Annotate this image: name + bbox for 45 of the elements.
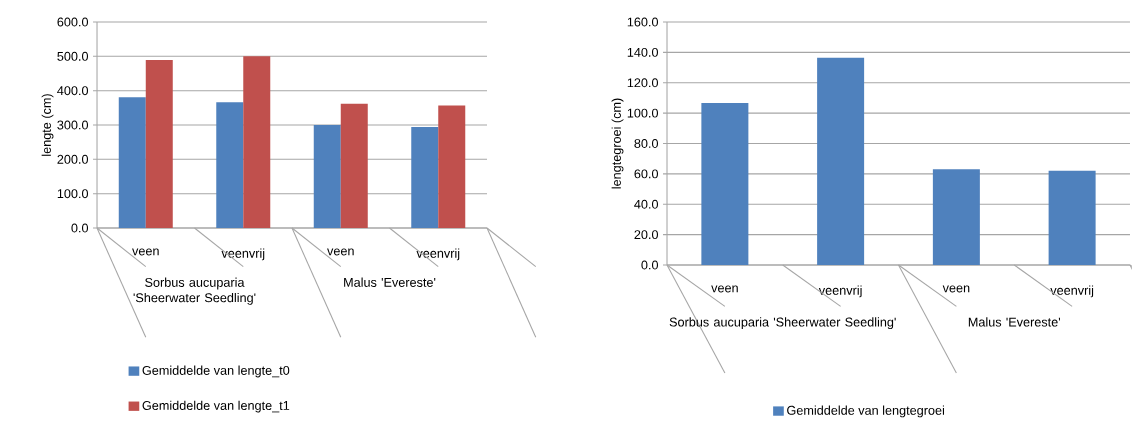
x-tick-label: veenvrij	[221, 248, 265, 261]
bar	[340, 103, 368, 228]
x-tick-label: veenvrij	[818, 285, 862, 298]
bar	[243, 56, 271, 228]
y-axis-title: lengtegroei (cm)	[611, 98, 624, 189]
y-tick-label: 100.0	[57, 189, 89, 199]
y-axis-title: lengte (cm)	[41, 94, 54, 156]
x-tick-label: veen	[942, 285, 970, 293]
bar	[145, 60, 173, 228]
y-tick-label: 100.0	[627, 108, 659, 118]
legend-label: Gemiddelde van lengtegroei	[787, 405, 944, 418]
text: Malus 'Evereste'	[344, 277, 436, 287]
y-tick-label: 400.0	[57, 86, 89, 96]
text: Sorbus aucuparia 'Sheerwater Seedling'	[669, 317, 896, 330]
bar	[817, 57, 865, 265]
y-tick-label: 500.0	[57, 51, 89, 61]
bar	[118, 97, 146, 228]
bar	[932, 169, 980, 265]
y-tick-label: 0.0	[71, 223, 89, 233]
y-tick-label: 160.0	[627, 17, 659, 27]
y-tick-label: 600.0	[57, 17, 89, 27]
bar	[313, 125, 341, 228]
x-tick-label: veen	[132, 248, 159, 256]
y-tick-label: 40.0	[634, 199, 659, 209]
legend-label: Gemiddelde van lengte_t1	[142, 400, 290, 413]
text: Sorbus aucuparia 'Sheerwater Seedling'	[133, 277, 256, 305]
y-tick-label: 140.0	[627, 47, 659, 57]
legend-label: Gemiddelde van lengte_t0	[142, 365, 290, 378]
bar	[216, 102, 244, 228]
bar	[438, 105, 466, 228]
y-tick-label: 0.0	[641, 260, 659, 270]
y-tick-label: 300.0	[57, 120, 89, 130]
bar	[1048, 170, 1096, 265]
bar	[411, 127, 439, 228]
bar	[701, 103, 749, 265]
x-tick-label: veen	[327, 248, 354, 256]
y-tick-label: 200.0	[57, 154, 89, 164]
x-tick-label: veen	[711, 285, 738, 293]
x-tick-label: veenvrij	[416, 248, 460, 261]
text: Malus 'Evereste'	[968, 317, 1060, 327]
y-tick-label: 20.0	[634, 230, 659, 240]
y-tick-label: 60.0	[634, 169, 659, 179]
x-tick-label: veenvrij	[1050, 285, 1094, 298]
y-tick-label: 120.0	[627, 78, 659, 88]
y-tick-label: 80.0	[634, 139, 659, 148]
